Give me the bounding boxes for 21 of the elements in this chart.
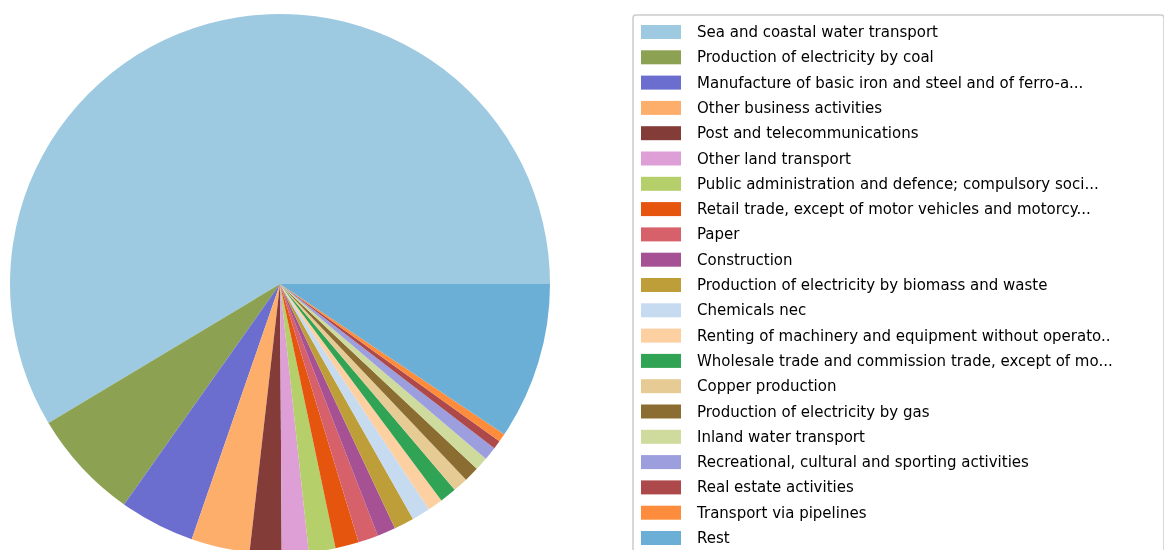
legend-label: Wholesale trade and commission trade, except of mo... (697, 351, 1113, 370)
legend-label: Real estate activities (697, 478, 854, 497)
legend-label: Production of electricity by biomass and waste (697, 276, 1048, 294)
legend-label: Retail trade, except of motor vehicles and motorcy... (697, 200, 1091, 219)
legend-label: Rest (697, 529, 730, 547)
legend-label: Public administration and defence; compulsory soci... (697, 174, 1099, 193)
legend-label: Other land transport (697, 149, 851, 168)
legend-label: Production of electricity by coal (697, 48, 934, 67)
legend-label: Copper production (697, 377, 837, 396)
legend-label: Chemicals nec (697, 301, 807, 320)
legend-label: Post and telecommunications (697, 124, 919, 143)
legend-label: Other business activities (697, 98, 883, 117)
legend-label: Paper (697, 225, 741, 244)
legend-label: Construction (697, 250, 793, 269)
legend-label: Renting of machinery and equipment without operato.. (697, 326, 1111, 345)
legend-label: Recreational, cultural and sporting activities (697, 453, 1030, 472)
legend-label: Inland water transport (697, 427, 866, 446)
legend-label: Sea and coastal water transport (697, 23, 939, 41)
legend-label: Transport via pipelines (696, 503, 867, 522)
legend-label: Production of electricity by gas (697, 402, 930, 421)
legend-label: Manufacture of basic iron and steel and of ferro-a... (697, 73, 1084, 92)
